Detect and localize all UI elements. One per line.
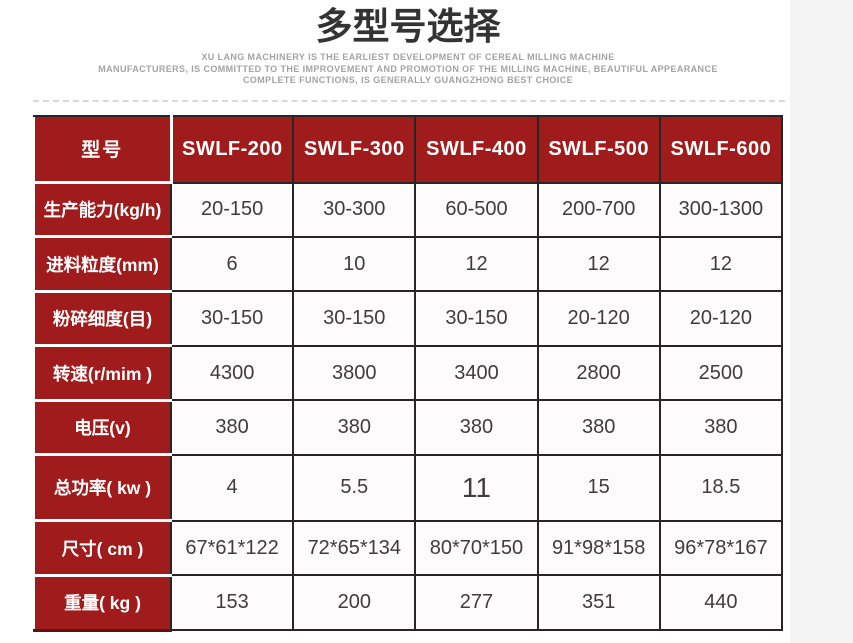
model-column-header: SWLF-200 [169,114,295,184]
model-column-header: SWLF-600 [658,114,784,184]
spec-value-cell: 30-150 [292,290,417,347]
row-label-cell: 尺寸( cm ) [34,519,172,577]
spec-value-cell: 96*78*167 [658,519,784,577]
spec-value-cell: 300-1300 [658,181,784,238]
spec-value-cell: 4 [169,453,295,522]
spec-value-cell: 200 [292,574,417,631]
spec-row: 生产能力(kg/h) 20-150 30-300 60-500 200-700 300-1… [34,180,784,238]
model-corner-header: 型号 [34,114,173,184]
spec-value-cell: 2800 [536,344,661,402]
spec-value-cell: 153 [169,574,295,631]
spec-value-cell: 3400 [414,344,539,402]
spec-value-cell: 5.5 [292,453,417,522]
spec-table: 型号 SWLF-200 SWLF-300 SWLF-400 SWLF-500 SWLF-6… [33,114,784,632]
spec-value-cell: 20-120 [536,290,661,347]
spec-row: 总功率( kw ) 4 5.5 11 15 18.5 [34,453,784,522]
spec-row: 尺寸( cm ) 67*61*122 72*65*134 80*70*150 91*98… [34,519,784,577]
section-subtitle: XU LANG MACHINERY IS THE EARLIEST DEVELO… [33,52,783,87]
subtitle-line: MANUFACTURERS, IS COMMITTED TO THE IMPRO… [98,63,718,74]
row-label-cell: 重量( kg ) [34,573,172,632]
spec-value-cell: 72*65*134 [292,519,417,577]
spec-value-cell: 30-300 [292,181,417,238]
model-column-header: SWLF-300 [292,114,417,184]
content-column: 多型号选择 XU LANG MACHINERY IS THE EARLIEST … [33,0,785,632]
spec-value-cell: 12 [536,235,661,293]
section-title: 多型号选择 [315,6,501,47]
spec-value-cell: 60-500 [414,181,539,238]
subtitle-line: COMPLETE FUNCTIONS, IS GENERALLY GUANGZH… [242,75,574,85]
spec-row: 进料粒度(mm) 6 10 12 12 12 [34,235,784,293]
spec-value-cell: 380 [536,399,661,456]
spec-table-header-row: 型号 SWLF-200 SWLF-300 SWLF-400 SWLF-500 SWLF-6… [34,114,784,184]
row-label-cell: 生产能力(kg/h) [34,180,172,238]
spec-value-cell: 10 [292,235,417,293]
spec-row: 重量( kg ) 153 200 277 351 440 [34,573,784,632]
spec-table-head: 型号 SWLF-200 SWLF-300 SWLF-400 SWLF-500 SWLF-6… [34,114,784,184]
spec-row: 转速(r/mim ) 4300 3800 3400 2800 2500 [34,344,784,402]
spec-row: 粉碎细度(目) 30-150 30-150 30-150 20-120 20-120 [34,289,784,347]
spec-value-cell: 277 [414,574,539,631]
spec-value-cell: 440 [658,574,784,631]
spec-value-cell: 3800 [292,344,417,402]
spec-value-cell: 30-150 [169,290,295,347]
spec-value-cell: 380 [169,399,295,456]
row-label-cell: 转速(r/mim ) [34,344,172,402]
spec-value-cell: 20-150 [169,181,295,238]
spec-value-cell: 91*98*158 [536,519,661,577]
spec-value-cell: 380 [292,399,417,456]
spec-value-cell: 380 [414,399,539,456]
spec-value-cell: 12 [414,235,539,293]
spec-value-cell: 20-120 [658,290,784,347]
spec-value-cell: 4300 [169,344,295,402]
spec-value-cell: 12 [658,235,784,293]
spec-value-cell: 200-700 [536,181,661,238]
spec-value-cell: 80*70*150 [414,519,539,577]
spec-value-cell: 380 [658,399,784,456]
spec-value-cell: 11 [414,453,539,522]
spec-value-cell: 67*61*122 [169,519,295,577]
spec-row: 电压(v) 380 380 380 380 380 [34,398,784,456]
spec-value-cell: 351 [536,574,661,631]
spec-value-cell: 15 [536,453,661,522]
subtitle-line: XU LANG MACHINERY IS THE EARLIEST DEVELO… [201,52,615,62]
spec-value-cell: 30-150 [414,290,539,347]
spec-table-body: 生产能力(kg/h) 20-150 30-300 60-500 200-700 300-1… [34,180,784,632]
row-label-cell: 电压(v) [34,398,172,456]
spec-value-cell: 2500 [658,344,784,402]
model-column-header: SWLF-500 [536,114,661,184]
dashed-divider [33,99,785,102]
row-label-cell: 进料粒度(mm) [34,235,172,293]
spec-value-cell: 6 [169,235,295,293]
row-label-cell: 总功率( kw ) [34,453,172,522]
page-background-strip [790,0,853,643]
row-label-cell: 粉碎细度(目) [34,289,172,347]
model-column-header: SWLF-400 [414,114,539,184]
spec-value-cell: 18.5 [658,453,784,522]
